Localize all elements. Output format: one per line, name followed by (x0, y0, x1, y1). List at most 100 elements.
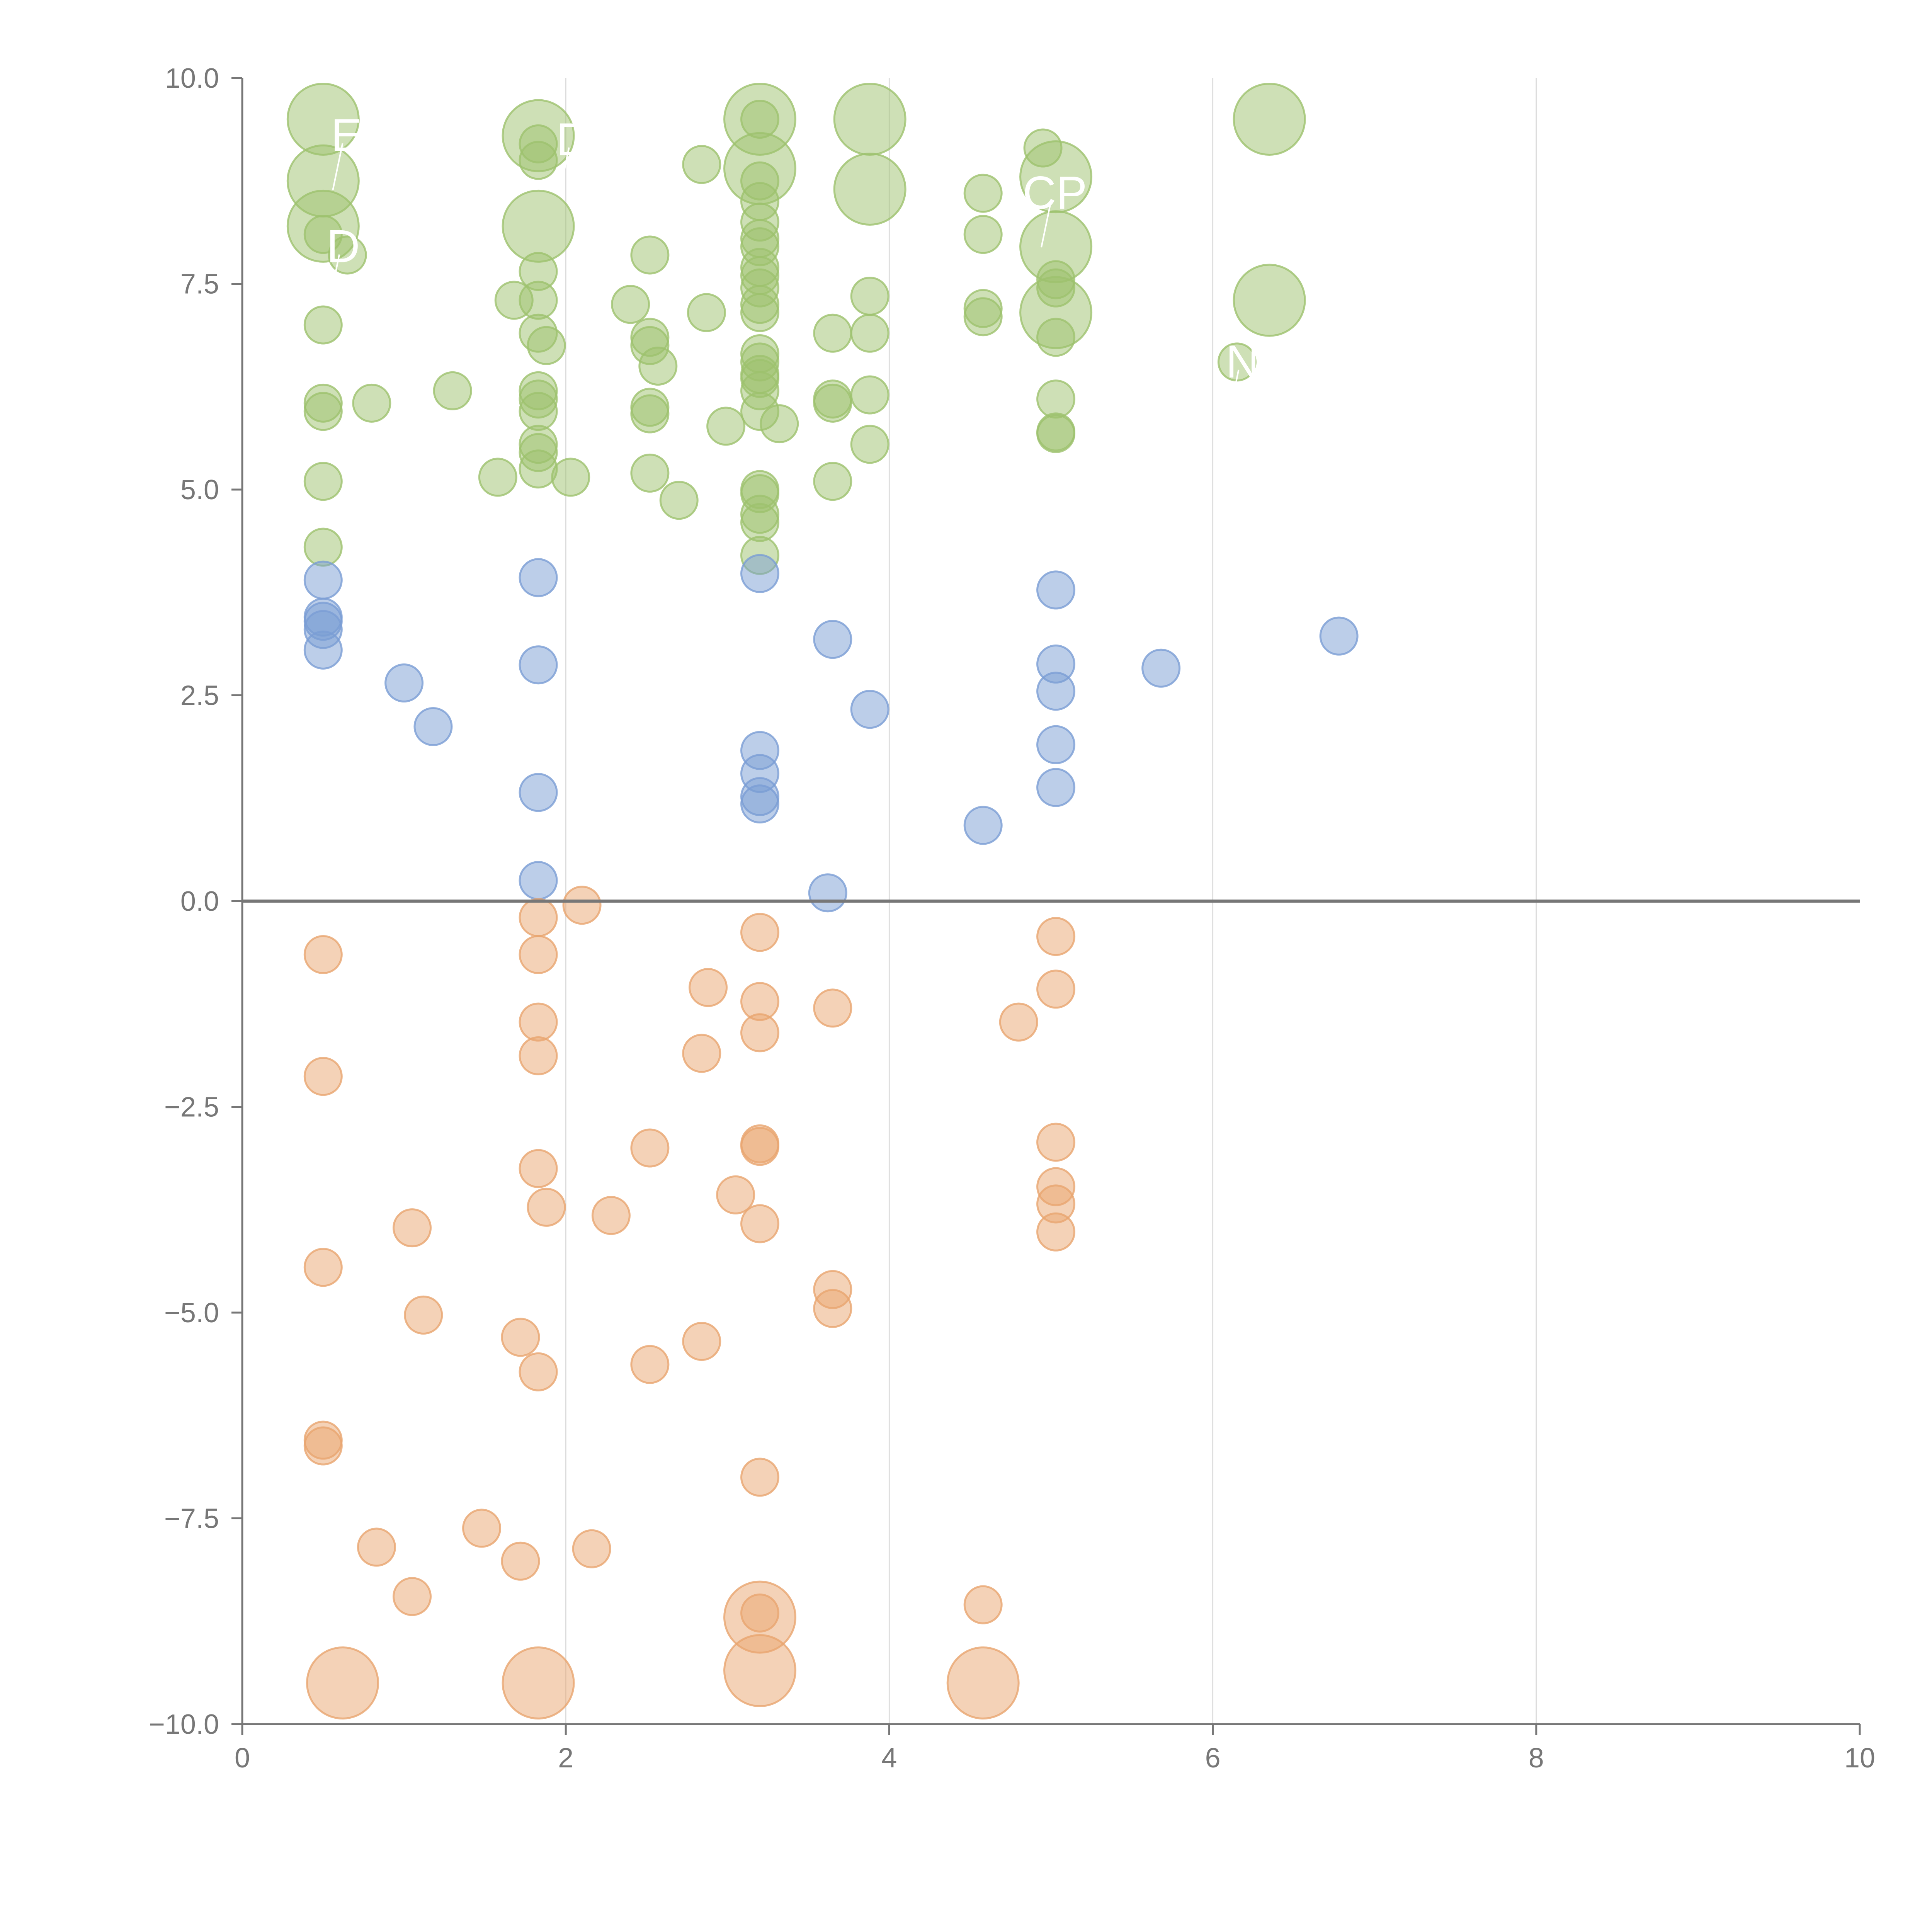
annotation-label: D (556, 114, 590, 165)
data-point-blue (1141, 648, 1181, 688)
y-tick-label: 0.0 (180, 886, 219, 917)
data-point-green (963, 297, 1003, 337)
x-tick-label: 6 (1205, 1743, 1221, 1774)
data-point-orange (591, 1196, 631, 1235)
data-point-orange (501, 1541, 540, 1581)
data-point-orange (813, 1289, 852, 1328)
data-point-orange (716, 1175, 755, 1214)
axes-layer: 0 2 4 6 8 10 10.0 7.5 5.0 2.5 0.0 −2.5 −5.0 −7.5 −10.0 (149, 63, 1875, 1774)
data-point-green (1036, 414, 1076, 453)
data-point-blue (303, 630, 343, 670)
data-point-green (551, 457, 590, 497)
annotation-leader (329, 254, 340, 301)
data-point-green (630, 235, 670, 275)
data-point-blue (519, 861, 558, 900)
data-point-blue (1036, 725, 1076, 764)
annotation-layer: E D D CP N (327, 109, 1259, 417)
data-point-orange (303, 1426, 343, 1466)
data-point-green (303, 392, 343, 431)
annotation-leader (1041, 201, 1052, 248)
data-point-green (1233, 83, 1306, 156)
data-point-orange (527, 1187, 566, 1227)
x-tick-label: 0 (235, 1743, 250, 1774)
data-point-green (303, 527, 343, 567)
y-tick-label: 7.5 (180, 269, 219, 300)
data-point-green (813, 383, 852, 423)
data-point-green (740, 503, 780, 542)
y-tick-label: 5.0 (180, 474, 219, 505)
data-point-orange (682, 1322, 721, 1361)
data-point-orange (1036, 1212, 1076, 1252)
data-point-green (519, 392, 558, 431)
data-point-orange (502, 1646, 575, 1719)
data-point-green (850, 425, 889, 464)
data-point-blue (1319, 616, 1359, 656)
data-point-green (502, 189, 575, 263)
data-point-green (1036, 318, 1076, 357)
data-point-orange (519, 1036, 558, 1075)
y-tick-label: −10.0 (149, 1709, 219, 1740)
data-point-orange (740, 1458, 780, 1497)
annotation-label: N (1226, 336, 1259, 388)
data-point-green (638, 347, 678, 386)
data-point-green (760, 404, 799, 444)
annotation-label: CP (1023, 167, 1087, 219)
data-point-green (527, 326, 566, 365)
data-point-green (303, 305, 343, 345)
data-point-green (1233, 264, 1306, 337)
data-point-green (519, 449, 558, 489)
data-point-orange (519, 898, 558, 937)
data-point-orange (303, 935, 343, 974)
data-point-green (1036, 379, 1076, 419)
data-point-orange (303, 1057, 343, 1096)
data-point-green (478, 457, 517, 497)
data-point-orange (630, 1128, 670, 1168)
data-point-green (850, 313, 889, 353)
x-tick-label: 2 (558, 1743, 573, 1774)
data-point-green (433, 371, 472, 410)
data-point-orange (723, 1634, 797, 1708)
x-tick-label: 10 (1844, 1743, 1875, 1774)
data-point-orange (501, 1318, 540, 1357)
data-point-green (494, 281, 534, 320)
data-point-orange (519, 1002, 558, 1042)
data-point-orange (740, 913, 780, 952)
data-point-orange (999, 1002, 1038, 1042)
data-point-orange (1036, 1122, 1076, 1162)
annotation-leader (558, 147, 570, 194)
data-point-blue (1036, 570, 1076, 610)
data-point-orange (404, 1295, 443, 1335)
data-point-orange (519, 1352, 558, 1391)
data-point-orange (572, 1529, 611, 1568)
x-tick-label: 4 (881, 1743, 897, 1774)
data-point-orange (682, 1034, 721, 1073)
data-point-orange (357, 1527, 396, 1567)
data-point-orange (689, 968, 728, 1007)
data-point-green (850, 276, 889, 316)
data-point-blue (740, 784, 780, 824)
data-point-green (519, 141, 558, 180)
data-point-green (682, 145, 721, 184)
points-layer (286, 83, 1359, 1719)
data-point-blue (740, 554, 780, 593)
data-point-orange (462, 1509, 502, 1548)
data-point-green (850, 375, 889, 415)
data-point-orange (393, 1208, 432, 1248)
data-point-orange (740, 1127, 780, 1166)
y-tick-label: 10.0 (165, 63, 219, 94)
data-point-orange (740, 1013, 780, 1053)
y-tick-label: −2.5 (164, 1092, 219, 1123)
data-point-green (963, 215, 1003, 254)
data-point-blue (1036, 768, 1076, 807)
data-point-blue (519, 645, 558, 685)
data-point-green (963, 173, 1003, 213)
data-point-orange (1036, 917, 1076, 956)
data-point-blue (1036, 672, 1076, 711)
data-point-orange (963, 1585, 1003, 1624)
data-point-green (833, 83, 906, 156)
y-tick-label: −7.5 (164, 1503, 219, 1534)
data-point-green (740, 293, 780, 332)
data-point-orange (393, 1577, 432, 1616)
data-point-green (706, 406, 746, 446)
